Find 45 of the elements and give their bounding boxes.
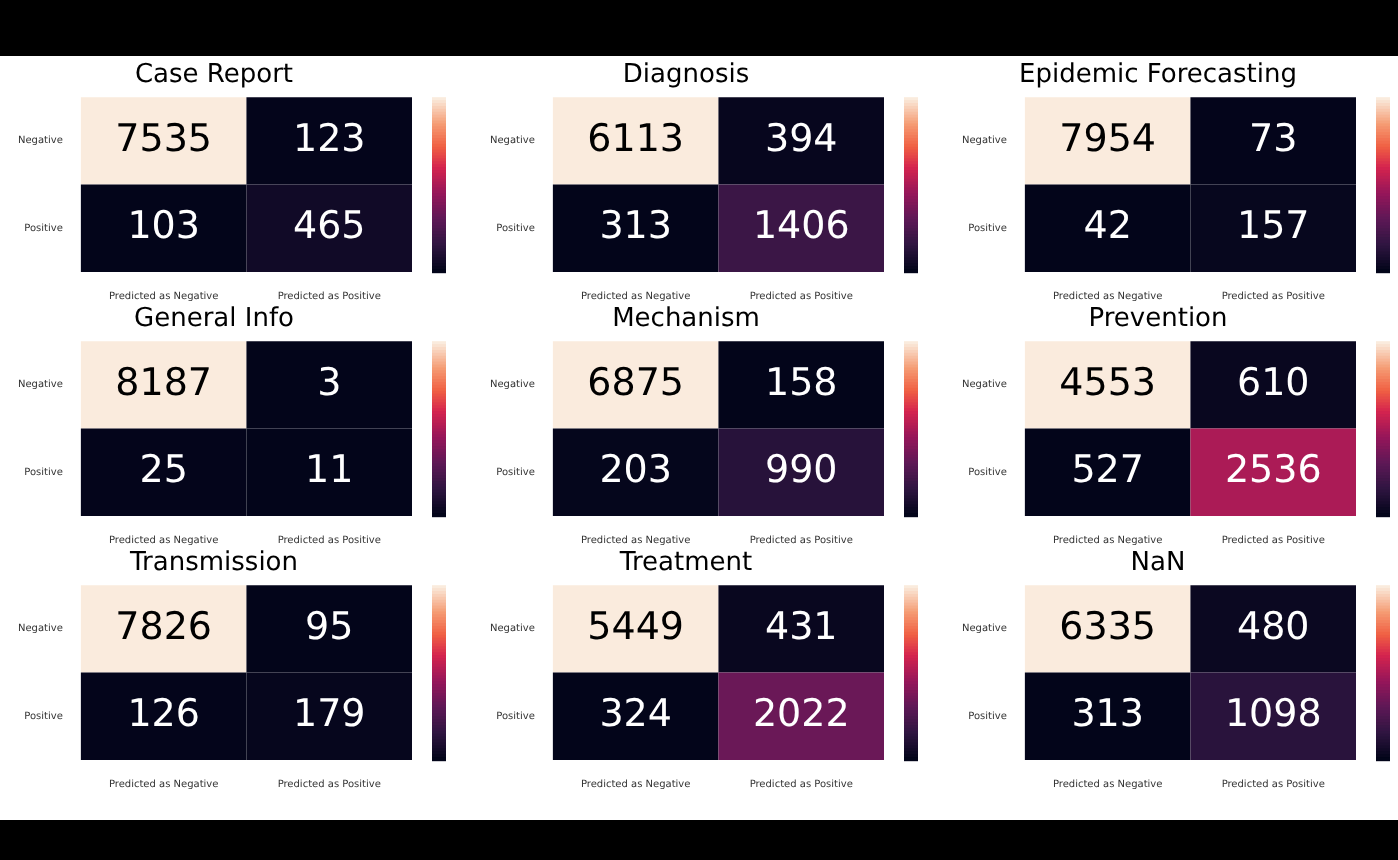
- data-label: 8187: [115, 360, 213, 405]
- data-label: 7826: [115, 604, 213, 649]
- data-label: 480: [1236, 604, 1310, 649]
- data-label: 203: [599, 448, 672, 493]
- chart-title: Diagnosis: [622, 60, 750, 91]
- data-label: 42: [1083, 204, 1132, 249]
- data-label: 990: [764, 448, 838, 493]
- data-label: 3: [317, 360, 342, 405]
- data-label: 465: [292, 204, 366, 249]
- data-label: 4553: [1059, 360, 1157, 405]
- chart-title: Treatment: [617, 548, 753, 579]
- data-label: 6335: [1059, 604, 1157, 649]
- data-label: 95: [305, 604, 354, 649]
- data-label: 25: [139, 448, 188, 493]
- data-label: 103: [127, 204, 200, 249]
- data-label: 158: [764, 360, 838, 405]
- chart-title: NaN: [1130, 548, 1186, 579]
- data-label: 7535: [115, 116, 213, 161]
- data-label: 313: [599, 204, 672, 249]
- data-label: 6113: [587, 116, 685, 161]
- chart-title: Prevention: [1088, 304, 1228, 335]
- data-label: 123: [292, 116, 366, 161]
- data-label: 1098: [1224, 692, 1322, 737]
- data-label: 610: [1236, 360, 1310, 405]
- data-label: 394: [764, 116, 838, 161]
- data-label: 6875: [587, 360, 685, 405]
- chart-title: Transmission: [128, 548, 298, 579]
- data-label: 1406: [752, 204, 850, 249]
- chart-title: Mechanism: [612, 304, 760, 335]
- data-label: 73: [1249, 116, 1298, 161]
- data-label: 7954: [1059, 116, 1157, 161]
- data-label: 179: [292, 692, 366, 737]
- data-label: 5449: [587, 604, 685, 649]
- data-label: 2022: [752, 692, 850, 737]
- data-label: 324: [599, 692, 672, 737]
- data-label: 11: [305, 448, 354, 493]
- data-label: 431: [764, 604, 838, 649]
- data-label: 527: [1071, 448, 1144, 493]
- data-label: 2536: [1224, 448, 1322, 493]
- chart-title: Case Report: [134, 60, 294, 91]
- chart-title: General Info: [134, 304, 295, 335]
- data-label: 126: [127, 692, 200, 737]
- data-label: 157: [1236, 204, 1310, 249]
- data-label: 313: [1071, 692, 1144, 737]
- chart-title: Epidemic Forecasting: [1019, 60, 1297, 91]
